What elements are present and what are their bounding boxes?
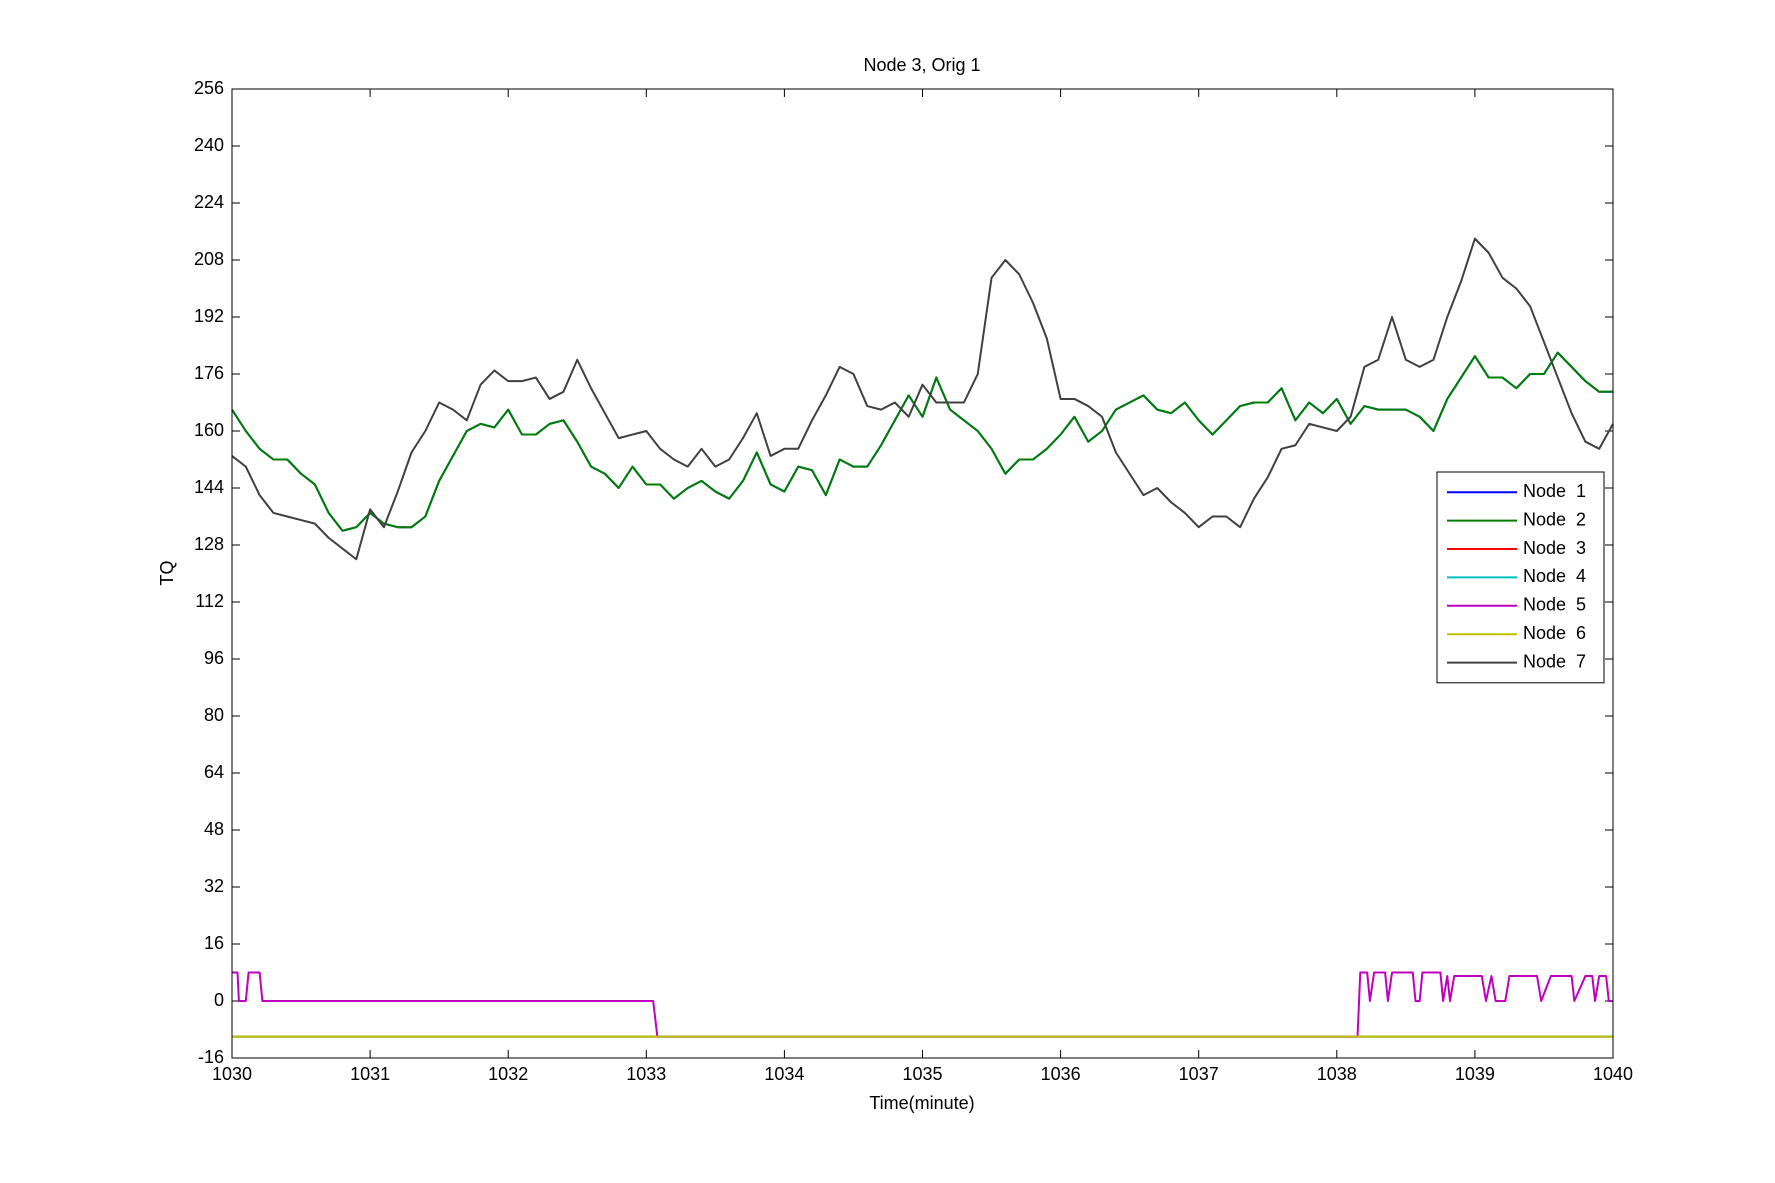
y-tick-label: 32 — [204, 876, 224, 896]
legend-label: Node 6 — [1523, 623, 1586, 643]
y-tick-label: 160 — [194, 420, 224, 440]
y-tick-label: 112 — [195, 591, 224, 611]
y-tick-label: 192 — [194, 306, 224, 326]
legend-label: Node 1 — [1523, 481, 1586, 501]
y-tick-label: 256 — [194, 78, 224, 98]
y-axis-label: TQ — [157, 561, 177, 586]
y-tick-label: 224 — [194, 192, 224, 212]
y-tick-label: 240 — [194, 135, 224, 155]
legend-label: Node 4 — [1523, 566, 1586, 586]
legend-label: Node 5 — [1523, 595, 1586, 615]
legend-label: Node 3 — [1523, 538, 1586, 558]
x-tick-label: 1033 — [626, 1064, 666, 1084]
series-line — [231, 351, 1613, 532]
legend-label: Node 2 — [1523, 509, 1586, 529]
x-tick-label: 1031 — [350, 1064, 390, 1084]
x-tick-label: 1034 — [764, 1064, 804, 1084]
x-tick-label: 1039 — [1455, 1064, 1495, 1084]
y-tick-label: 128 — [194, 534, 224, 554]
legend-label: Node 7 — [1523, 651, 1586, 671]
y-tick-label: 144 — [194, 477, 224, 497]
x-tick-label: 1037 — [1179, 1064, 1219, 1084]
y-tick-label: 64 — [204, 762, 224, 782]
series-line — [231, 237, 1614, 561]
series-line — [232, 971, 1613, 1038]
y-tick-label: 80 — [204, 705, 224, 725]
y-tick-label: 48 — [204, 819, 224, 839]
x-tick-label: 1030 — [212, 1064, 252, 1084]
y-tick-label: 16 — [204, 933, 224, 953]
y-tick-label: 176 — [194, 363, 224, 383]
x-tick-label: 1035 — [902, 1064, 942, 1084]
x-tick-label: 1040 — [1593, 1064, 1633, 1084]
x-axis-label: Time(minute) — [869, 1093, 974, 1113]
x-tick-label: 1038 — [1317, 1064, 1357, 1084]
plot-frame — [231, 88, 1614, 1059]
y-tick-label: -16 — [198, 1047, 224, 1067]
x-tick-label: 1032 — [488, 1064, 528, 1084]
y-tick-label: 208 — [194, 249, 224, 269]
chart-title: Node 3, Orig 1 — [863, 55, 980, 75]
y-tick-label: 0 — [214, 990, 224, 1010]
y-tick-label: 96 — [204, 648, 224, 668]
x-tick-label: 1036 — [1041, 1064, 1081, 1084]
